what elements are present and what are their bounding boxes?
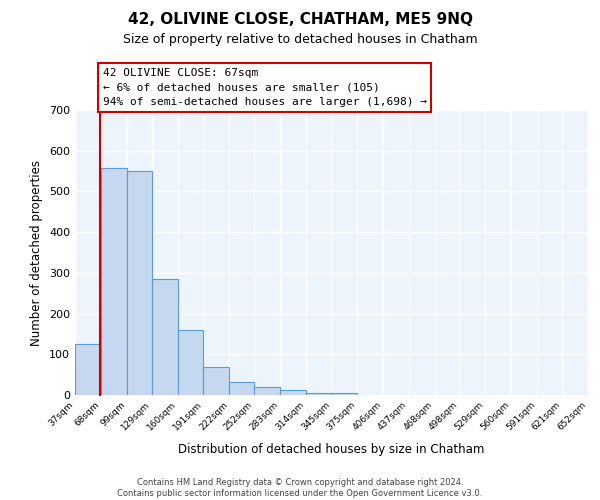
Text: 42, OLIVINE CLOSE, CHATHAM, ME5 9NQ: 42, OLIVINE CLOSE, CHATHAM, ME5 9NQ [128,12,473,28]
Text: 42 OLIVINE CLOSE: 67sqm
← 6% of detached houses are smaller (105)
94% of semi-de: 42 OLIVINE CLOSE: 67sqm ← 6% of detached… [103,68,427,107]
Text: Size of property relative to detached houses in Chatham: Size of property relative to detached ho… [122,32,478,46]
Bar [203,368,229,395]
Bar [178,330,203,395]
Bar [75,344,101,395]
Text: Contains HM Land Registry data © Crown copyright and database right 2024.
Contai: Contains HM Land Registry data © Crown c… [118,478,482,498]
Bar [306,393,332,395]
X-axis label: Distribution of detached houses by size in Chatham: Distribution of detached houses by size … [178,443,485,456]
Bar [101,168,127,395]
Bar [332,394,357,395]
Bar [152,280,178,395]
Y-axis label: Number of detached properties: Number of detached properties [31,160,43,346]
Bar [280,390,306,395]
Bar [229,382,254,395]
Bar [254,388,280,395]
Bar [127,171,152,395]
